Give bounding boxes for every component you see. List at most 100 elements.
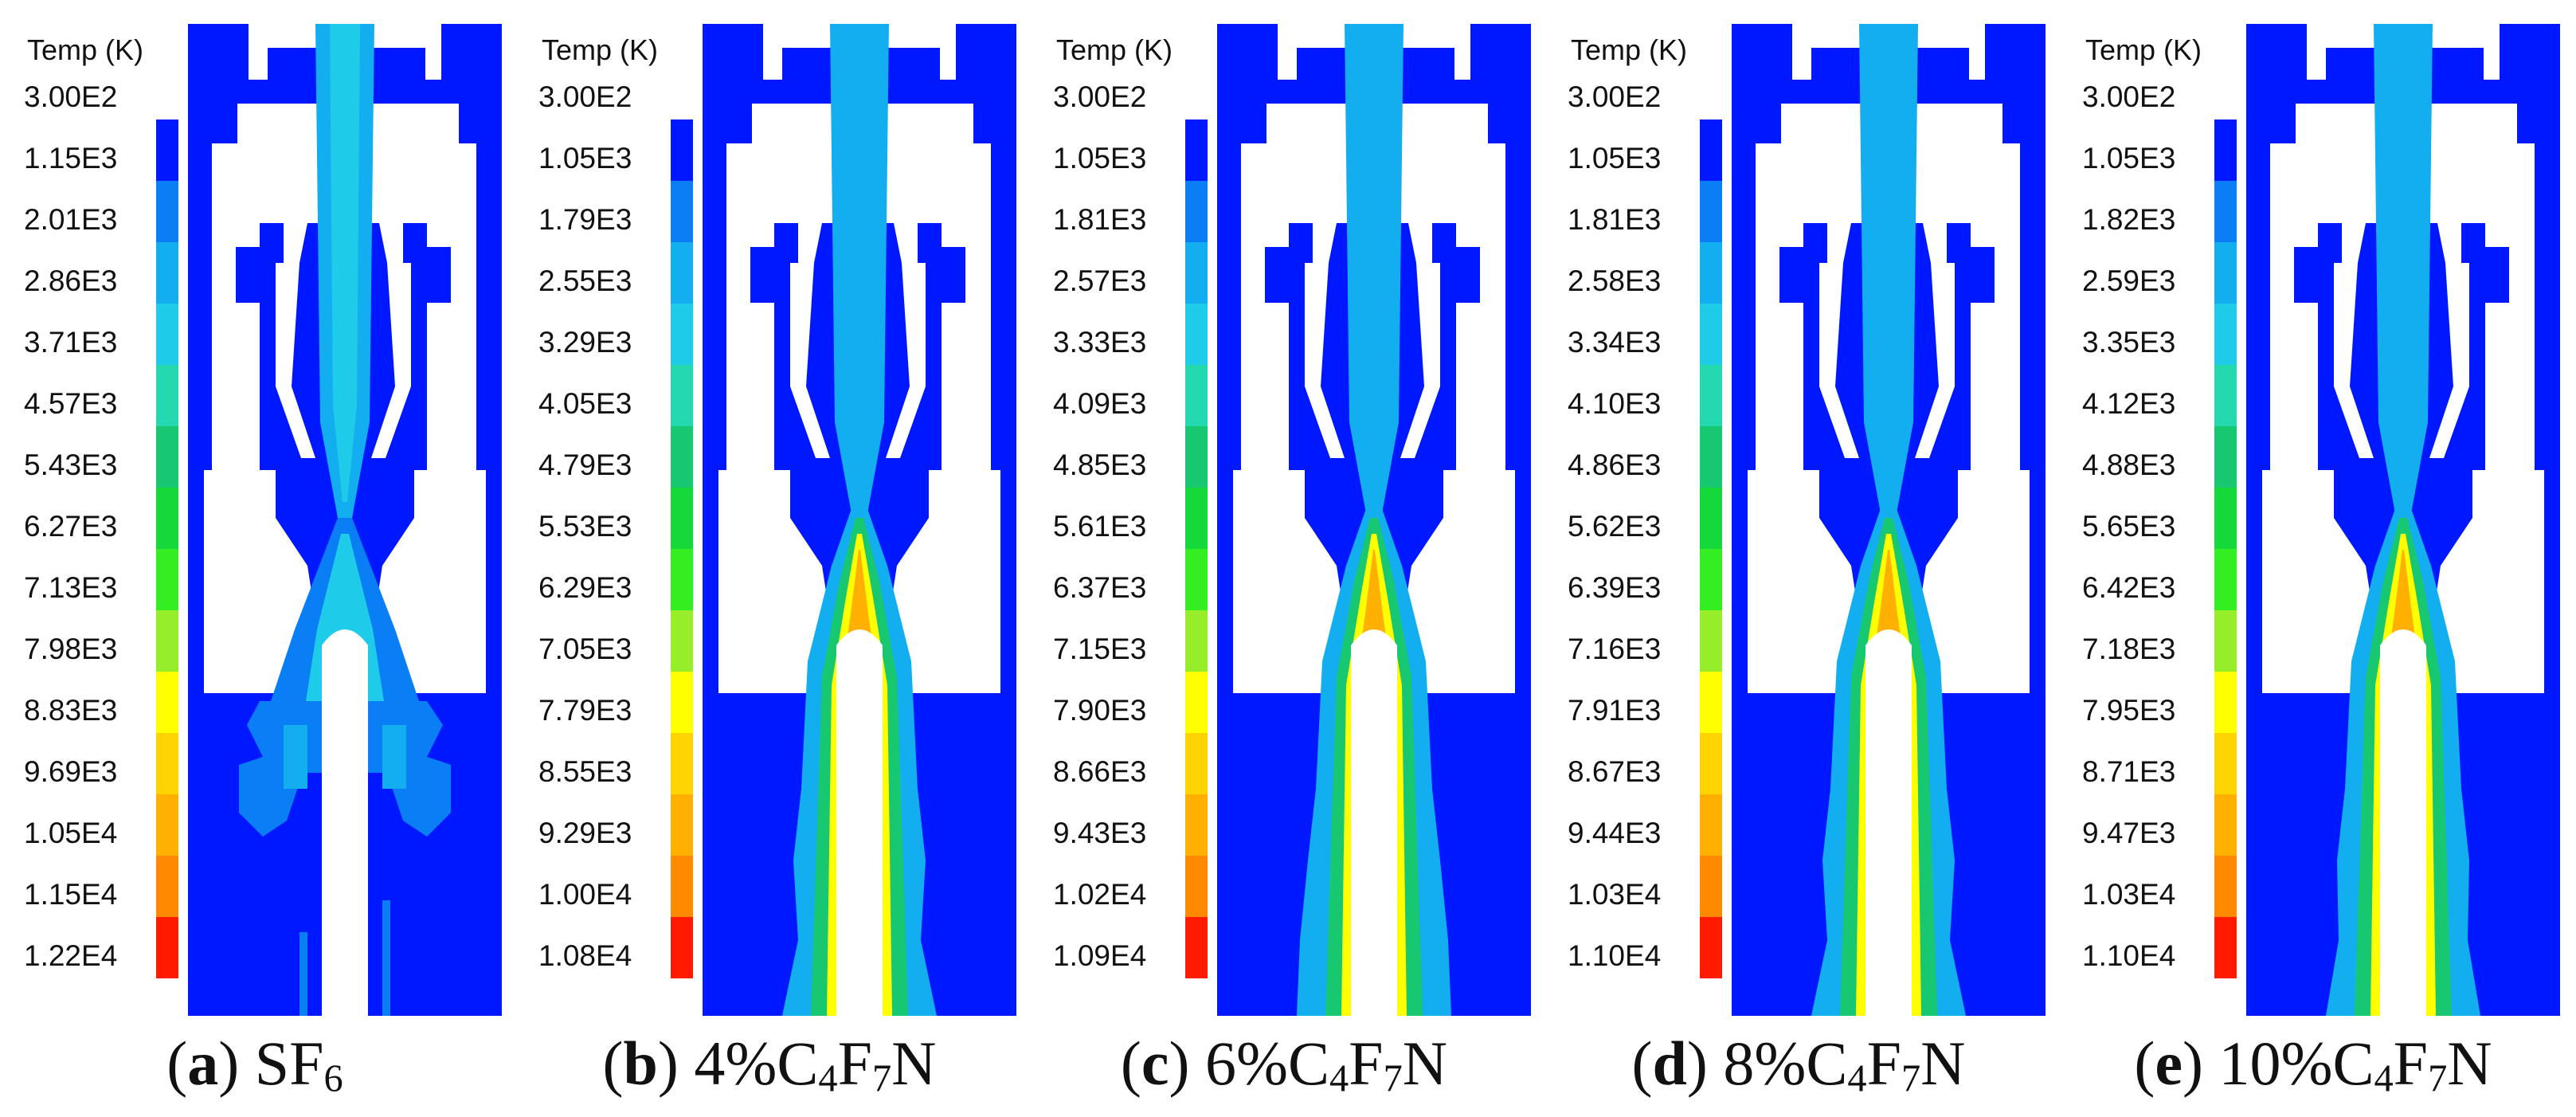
colorbar-swatch [2214, 304, 2237, 365]
caption-letter: c [1141, 1029, 1169, 1098]
caption-close-paren: ) [657, 1029, 695, 1098]
colorbar-tick-label: 9.43E3 [1053, 817, 1147, 849]
colorbar-tick-label: 1.05E3 [2082, 142, 2176, 174]
colorbar-tick-label: 9.69E3 [24, 755, 118, 788]
panel-caption: (b) 4%C4F7N [515, 1028, 1024, 1101]
colorbar-swatch [1185, 488, 1208, 549]
colorbar-swatch [1185, 610, 1208, 672]
upper-jet-core [2388, 24, 2418, 502]
colorbar-tick-label: 3.00E2 [538, 80, 632, 113]
colorbar-tick-label: 1.22E4 [24, 939, 118, 972]
colorbar-swatch [156, 549, 178, 610]
legend-title: Temp (K) [27, 33, 144, 66]
colorbar-swatch [1185, 242, 1208, 304]
colorbar-swatch [2214, 181, 2237, 242]
colorbar-tick-label: 1.05E3 [538, 142, 632, 174]
colorbar-tick-label: 3.00E2 [2082, 80, 2176, 113]
colorbar-tick-label: 7.79E3 [538, 694, 632, 727]
lower-electrode [322, 629, 368, 1016]
exhaust-core-right [382, 725, 406, 789]
upper-electrode-cap [2307, 24, 2500, 80]
colorbar-swatch [671, 549, 693, 610]
colorbar-tick-label: 4.57E3 [24, 387, 118, 420]
colorbar-swatch [671, 672, 693, 733]
colorbar-tick-label: 3.33E3 [1053, 326, 1147, 359]
nozzle-inner-left [782, 127, 818, 223]
colorbar-tick-label: 6.42E3 [2082, 571, 2176, 604]
lower-electrode [1351, 629, 1397, 1016]
colorbar-tick-label: 2.59E3 [2082, 265, 2176, 297]
colorbar-swatch [671, 304, 693, 365]
colorbar-swatch [156, 917, 178, 978]
temperature-contour-field [2246, 24, 2560, 1016]
lower-electrode [836, 629, 883, 1016]
colorbar-swatch [671, 365, 693, 426]
nozzle-inner-right [1416, 127, 1451, 223]
colorbar-tick-label: 4.79E3 [538, 449, 632, 481]
trace-right [382, 900, 390, 1016]
colorbar-swatch [156, 672, 178, 733]
colorbar-tick-label: 3.00E2 [1053, 80, 1147, 113]
colorbar-swatch [2214, 242, 2237, 304]
caption-open-paren: ( [1631, 1029, 1653, 1098]
colorbar-tick-label: 1.81E3 [1568, 203, 1662, 236]
nozzle-solid [726, 104, 991, 470]
legend-title: Temp (K) [1056, 33, 1173, 66]
upper-jet-core [330, 24, 360, 502]
upper-jet-core [1359, 24, 1389, 502]
panel-caption: (e) 10%C4F7N [2058, 1028, 2568, 1101]
upper-jet-core [1873, 24, 1904, 502]
colorbar-swatch [156, 856, 178, 917]
colorbar-tick-label: 5.53E3 [538, 510, 632, 543]
colorbar-swatch [1185, 549, 1208, 610]
panel-e: Temp (K) 3.00E2 1.05E3 1.82E3 2.59E3 3.35E3 4.… [2058, 0, 2568, 1117]
colorbar-tick-label: 1.02E4 [1053, 878, 1147, 911]
colorbar-swatch [2214, 365, 2237, 426]
colorbar-tick-label: 6.29E3 [538, 571, 632, 604]
panel-b: Temp (K) 3.00E2 1.05E3 1.79E3 2.55E3 3.29E3 4.… [515, 0, 1024, 1117]
caption-tail: F7N [1349, 1029, 1448, 1100]
caption-text: 8%C [1723, 1029, 1848, 1098]
colorbar-swatch [671, 917, 693, 978]
caption-tail: F7N [2393, 1029, 2492, 1100]
colorbar-swatch [1700, 242, 1722, 304]
colorbar-tick-label: 5.65E3 [2082, 510, 2176, 543]
caption-subscript: 4 [1847, 1057, 1867, 1100]
colorbar-tick-label: 1.05E3 [1053, 142, 1147, 174]
lower-chamber-left [204, 470, 315, 693]
colorbar-swatch [671, 426, 693, 488]
panel-a: Temp (K) 3.00E2 1.15E3 2.01E3 2.86E3 3.71E3 4.… [0, 0, 510, 1117]
nozzle-inner-right [1931, 127, 1966, 223]
colorbar-tick-label: 1.05E3 [1568, 142, 1662, 174]
colorbar-tick-label: 9.29E3 [538, 817, 632, 849]
colorbar-tick-label: 2.86E3 [24, 265, 118, 297]
panel-caption: (c) 6%C4F7N [1029, 1028, 1539, 1101]
colorbar-swatch [671, 733, 693, 794]
colorbar-tick-label: 4.86E3 [1568, 449, 1662, 481]
colorbar-tick-label: 1.82E3 [2082, 203, 2176, 236]
caption-subscript: 4 [2374, 1057, 2394, 1100]
colorbar-swatch [2214, 610, 2237, 672]
colorbar-tick-label: 1.00E4 [538, 878, 632, 911]
caption-tail: F7N [1866, 1029, 1966, 1100]
nozzle-inner-left [1811, 127, 1847, 223]
legend-title: Temp (K) [1571, 33, 1688, 66]
colorbar-tick-label: 2.57E3 [1053, 265, 1147, 297]
colorbar-tick-label: 1.05E4 [24, 817, 118, 849]
nozzle-inner-right [2445, 127, 2480, 223]
colorbar-swatch [1185, 365, 1208, 426]
upper-electrode-cap [249, 24, 441, 80]
colorbar-tick-label: 4.09E3 [1053, 387, 1147, 420]
colorbar-tick-label: 3.35E3 [2082, 326, 2176, 359]
colorbar-tick-label: 4.12E3 [2082, 387, 2176, 420]
temperature-contour-field [1732, 24, 2046, 1016]
exhaust-core-left [284, 725, 307, 789]
colorbar-tick-label: 8.55E3 [538, 755, 632, 788]
colorbar-swatch [1185, 120, 1208, 181]
colorbar-swatch [1700, 610, 1722, 672]
colorbar-swatch [156, 488, 178, 549]
colorbar-tick-label: 9.44E3 [1568, 817, 1662, 849]
colorbar-tick-label: 1.15E4 [24, 878, 118, 911]
colorbar-swatch [156, 181, 178, 242]
caption-text: 6%C [1204, 1029, 1329, 1098]
